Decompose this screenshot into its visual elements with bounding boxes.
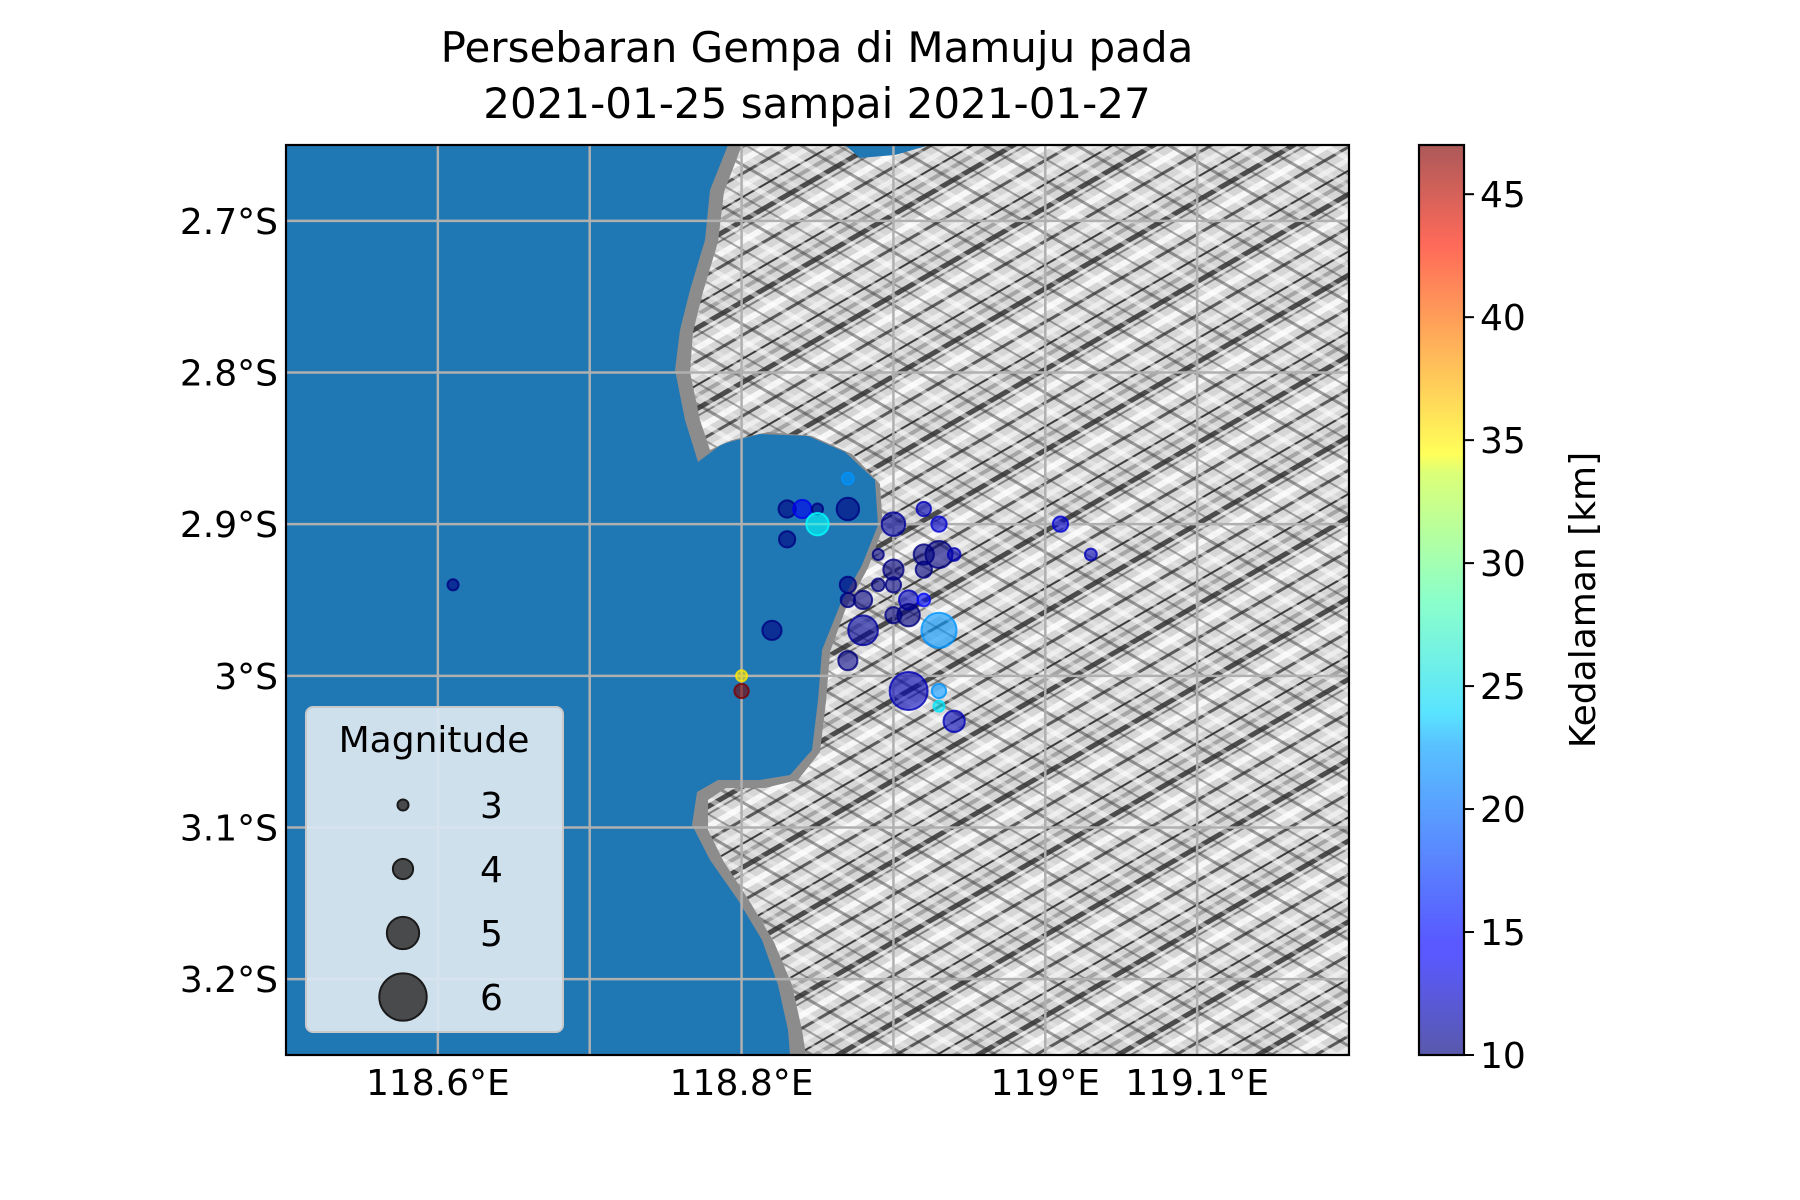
lat-tick-label: 3.1°S [180, 809, 278, 850]
colorbar-tick-label: 40 [1480, 298, 1526, 339]
earthquake-marker [837, 650, 859, 672]
lon-tick-label: 119.1°E [1125, 1063, 1269, 1104]
earthquake-marker [778, 530, 797, 549]
colorbar-gradient [1417, 143, 1466, 1057]
depth-colorbar: 10 15 20 25 30 35 40 45 Kedalaman [km] [1417, 143, 1604, 1077]
earthquake-marker [946, 547, 962, 562]
lat-tick-label: 3°S [214, 657, 278, 698]
earthquake-marker [932, 699, 946, 713]
colorbar-tick-label: 25 [1480, 667, 1526, 708]
earthquake-marker [792, 498, 813, 520]
legend-label: 4 [480, 850, 503, 891]
legend-marker [396, 798, 410, 812]
earthquake-marker [838, 575, 857, 594]
earthquake-marker [930, 515, 948, 533]
longitude-tick-labels: 118.6°E 118.8°E 119°E 119.1°E [366, 1063, 1269, 1104]
earthquake-marker [930, 682, 948, 700]
colorbar-tick-label: 20 [1480, 790, 1526, 831]
earthquake-marker [847, 614, 879, 647]
earthquake-marker [1051, 515, 1070, 533]
lat-tick-label: 2.9°S [180, 505, 278, 546]
earthquake-marker [888, 671, 929, 711]
lat-tick-label: 2.8°S [180, 354, 278, 395]
lon-tick-label: 118.8°E [670, 1063, 814, 1104]
colorbar-tick-label: 45 [1480, 175, 1526, 216]
colorbar-tick-label: 10 [1480, 1036, 1526, 1077]
legend-label: 6 [480, 978, 503, 1019]
earthquake-marker [733, 682, 750, 700]
earthquake-marker [839, 591, 857, 609]
chart-title-line2: 2021-01-25 sampai 2021-01-27 [483, 79, 1150, 128]
earthquake-marker [915, 500, 932, 518]
earthquake-marker [735, 669, 749, 683]
earthquake-marker [871, 547, 885, 562]
legend-marker [385, 915, 421, 951]
earthquake-marker [880, 511, 907, 537]
earthquake-marker [916, 592, 932, 608]
colorbar-tick-label: 30 [1480, 544, 1526, 585]
map-frame [284, 143, 1351, 1057]
earthquake-marker [942, 709, 966, 733]
legend-marker [391, 857, 415, 881]
colorbar-tick-label: 15 [1480, 913, 1526, 954]
lon-tick-label: 118.6°E [366, 1063, 510, 1104]
earthquake-marker [884, 576, 903, 594]
map-axes [286, 145, 1349, 1055]
earthquake-marker [446, 578, 460, 592]
lat-tick-label: 3.2°S [180, 960, 278, 1001]
earthquake-marker [1083, 547, 1098, 562]
legend-entries: 3 4 5 6 [378, 786, 503, 1022]
earthquake-marker [761, 619, 783, 641]
earthquake-markers [446, 471, 1098, 733]
earthquake-marker [920, 611, 958, 649]
earthquake-marker [805, 511, 830, 537]
chart-title-line1: Persebaran Gempa di Mamuju pada [441, 23, 1194, 72]
legend-label: 5 [480, 914, 503, 955]
lat-tick-label: 2.7°S [180, 202, 278, 243]
colorbar-label: Kedalaman [km] [1563, 452, 1604, 748]
earthquake-marker [852, 589, 874, 611]
earthquake-marker [870, 577, 886, 593]
bay-water-top [845, 145, 930, 158]
colorbar-ticks: 10 15 20 25 30 35 40 45 [1464, 175, 1526, 1077]
lon-tick-label: 119°E [991, 1063, 1100, 1104]
legend-title: Magnitude [339, 720, 530, 761]
legend-box [305, 706, 564, 1033]
latitude-tick-labels: 2.7°S 2.8°S 2.9°S 3°S 3.1°S 3.2°S [180, 202, 278, 1001]
earthquake-marker [896, 602, 921, 628]
legend-label: 3 [480, 786, 503, 827]
earthquake-marker [914, 560, 933, 579]
colorbar-tick-label: 35 [1480, 421, 1526, 462]
earthquake-marker [835, 496, 861, 522]
legend-marker [378, 972, 428, 1022]
magnitude-legend: Magnitude 3 4 5 6 [305, 706, 564, 1033]
earthquake-marker [840, 471, 855, 486]
